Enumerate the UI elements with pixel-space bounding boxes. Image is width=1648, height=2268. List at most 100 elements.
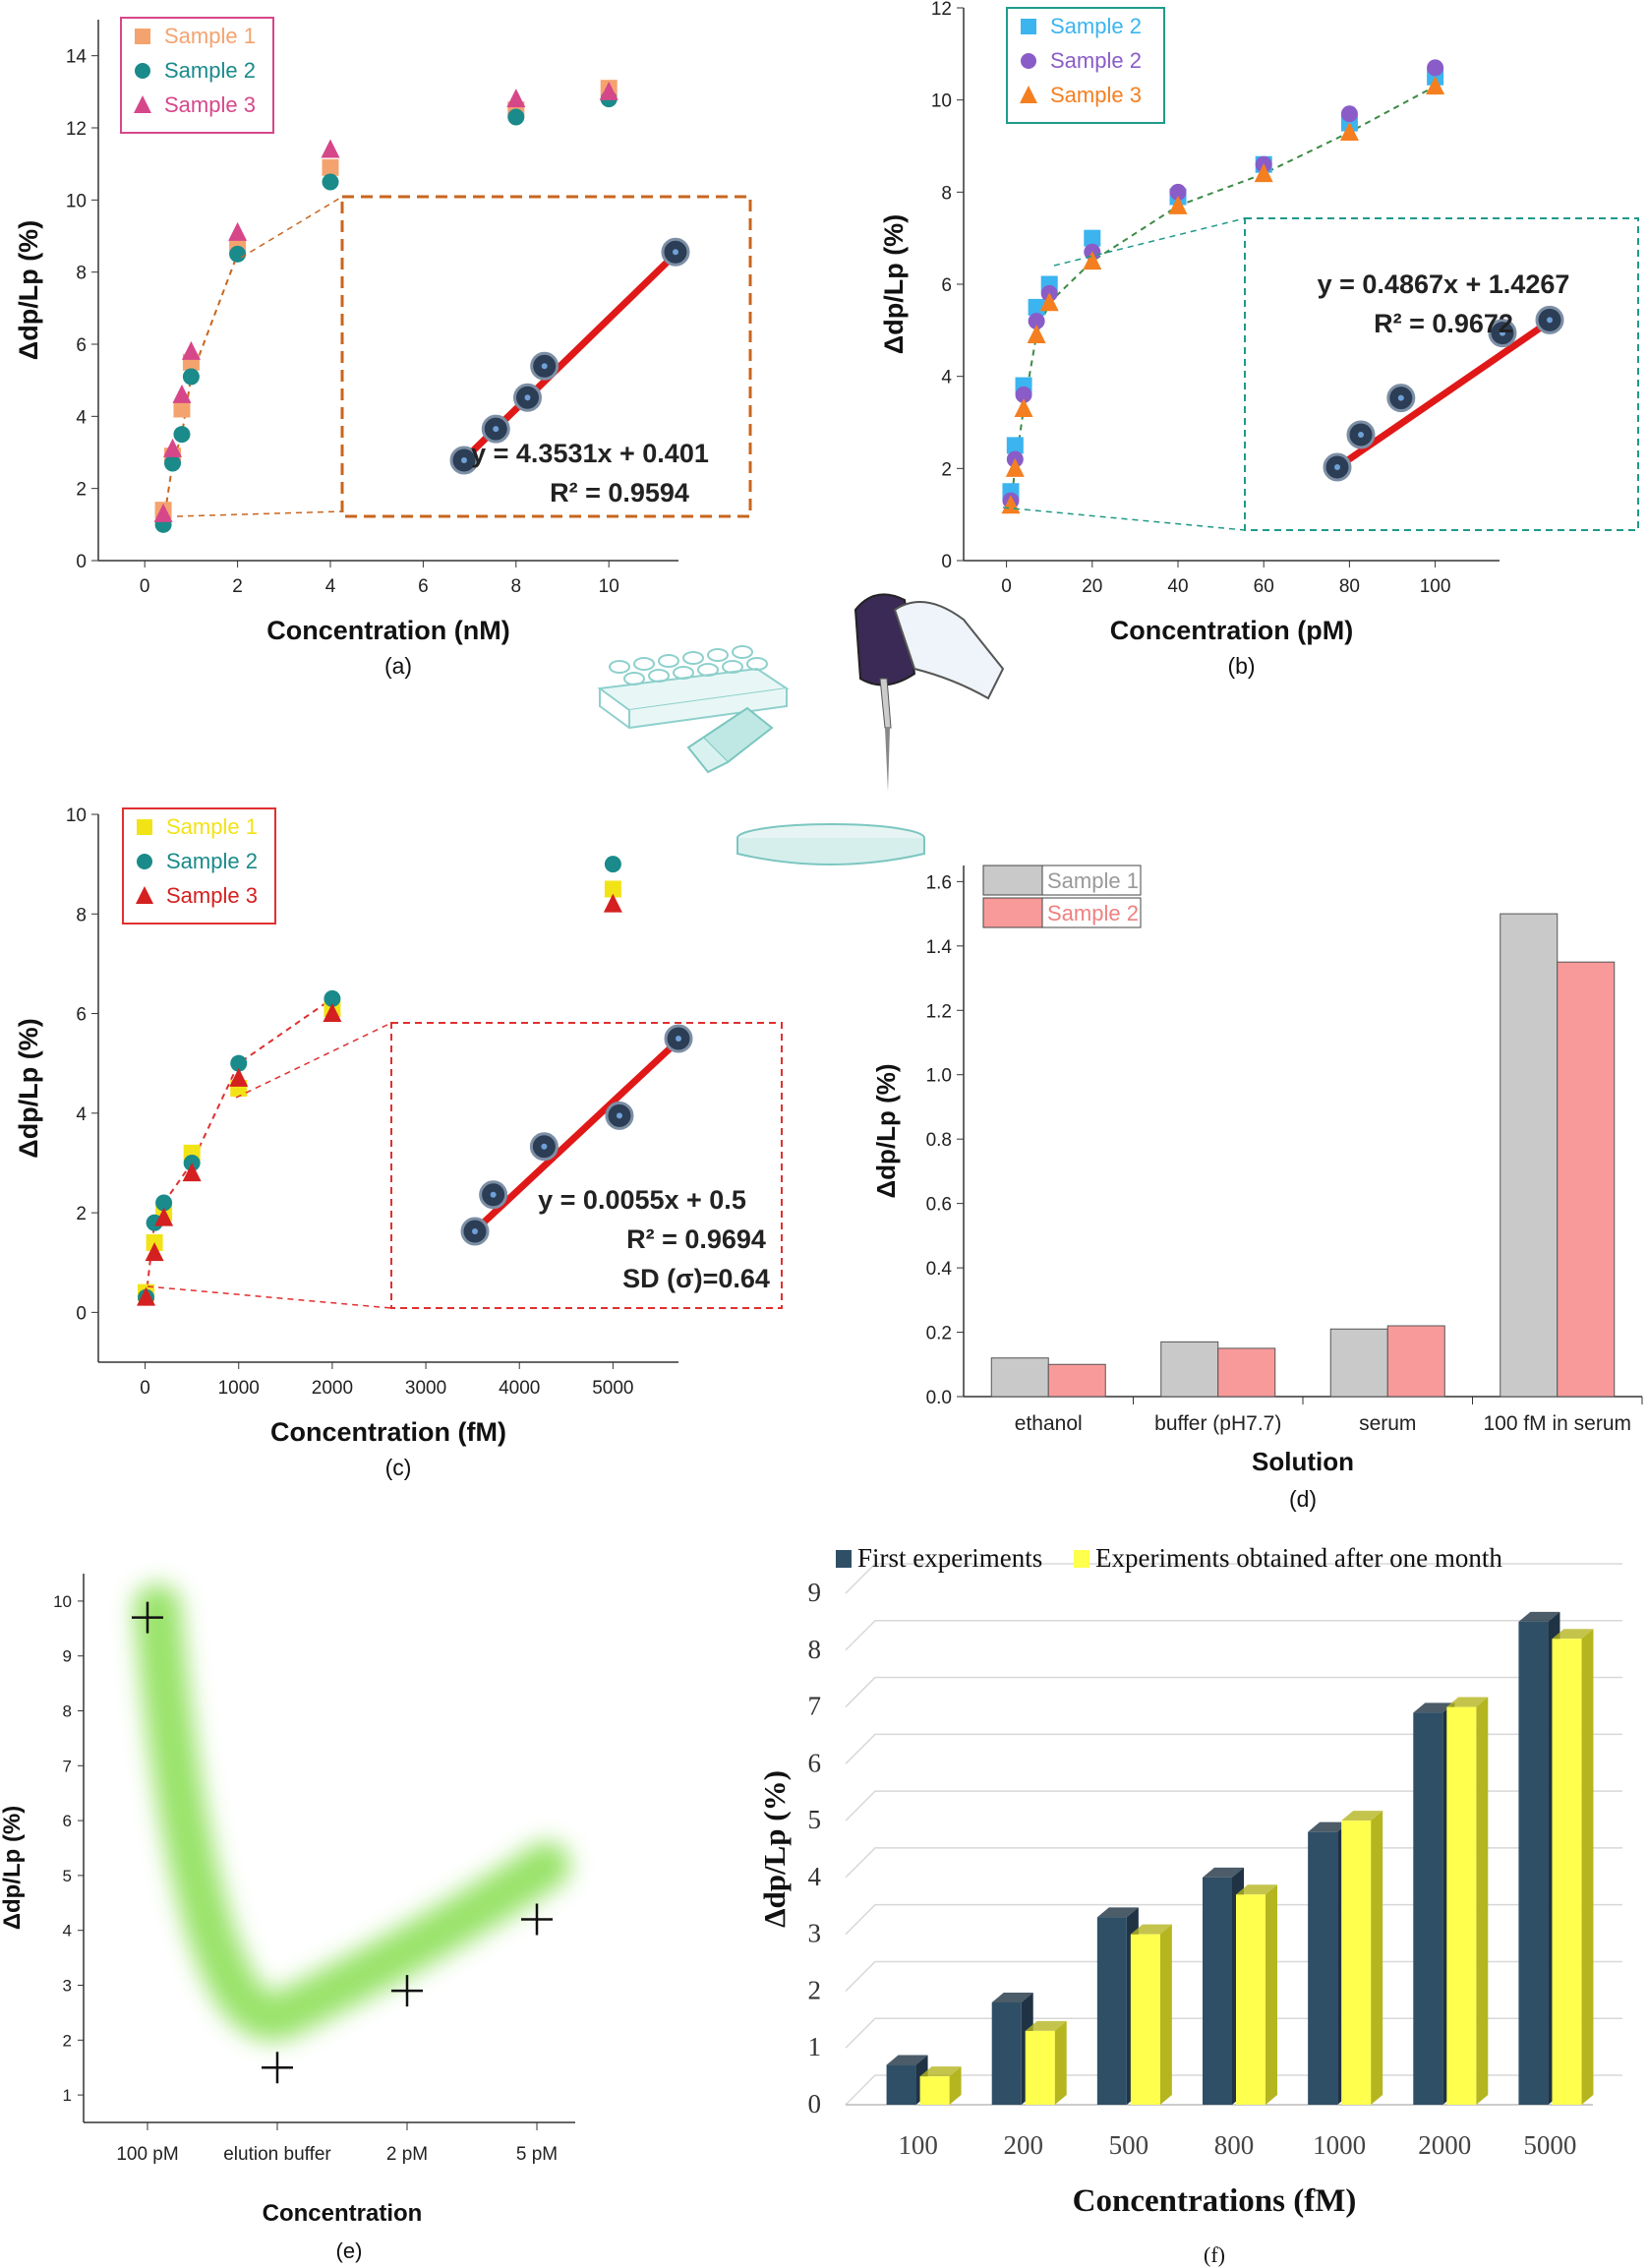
bar-2 [919, 2066, 962, 2105]
bar-front [1203, 1877, 1232, 2105]
x-tick-label: elution buffer [223, 2144, 331, 2165]
x-tick-label: 2000 [1418, 2130, 1471, 2160]
y-tick-label: 6 [63, 1812, 72, 1830]
legend-label: Experiments obtained after one month [1095, 1543, 1502, 1573]
lab-illustration [590, 580, 1023, 875]
bar-1 [990, 1357, 1049, 1398]
series-3 [153, 81, 618, 522]
x-tick-label: 0 [1001, 576, 1012, 597]
data-point [1014, 397, 1033, 417]
x-tick-label: 5 pM [516, 2144, 558, 2165]
y-tick-label: 1.0 [926, 1066, 952, 1087]
y-tick-label: 0.6 [926, 1195, 952, 1216]
legend-label: Sample 3 [164, 92, 256, 117]
data-point [599, 81, 618, 100]
x-tick-label: 6 [418, 576, 429, 597]
bar-2 [1047, 1363, 1106, 1398]
y-tick-label: 0.4 [926, 1259, 953, 1280]
x-tick-label: 5000 [1523, 2130, 1576, 2160]
gridline [845, 1563, 1622, 1594]
bar-top [886, 2055, 928, 2065]
inset-point-center [616, 1112, 622, 1119]
y-tick-label: 6 [76, 1005, 87, 1026]
x-tick-label: 8 [511, 576, 522, 597]
bar-side [1054, 2020, 1067, 2105]
x-tick-label: 500 [1109, 2130, 1149, 2160]
chart-e: 1 2 3 4 5 6 7 8 9 10 100 pM elution buffer 2 pM 5 pM C… [0, 1554, 590, 2268]
y-tick-label: 9 [63, 1647, 72, 1666]
x-tick-label: 10 [599, 576, 619, 597]
bar-side [1581, 1629, 1594, 2105]
y-tick-label: 5 [63, 1867, 72, 1885]
y-axis-title: Δdp/Lp (%) [871, 1063, 901, 1198]
x-tick-label: 200 [1003, 2130, 1043, 2160]
bar-top [1552, 1629, 1594, 1640]
y-tick-label: 0.0 [926, 1388, 952, 1408]
y-tick-label: 6 [808, 1748, 822, 1777]
y-tick-label: 4 [76, 1104, 87, 1125]
y-tick-label: 4 [808, 1862, 822, 1891]
legend-label: Sample 2 [164, 58, 256, 83]
y-tick-label: 1 [808, 2032, 822, 2061]
x-tick-label: 3000 [405, 1378, 446, 1399]
data-point [132, 1601, 163, 1634]
y-tick-label: 2 [63, 2031, 72, 2050]
data-point [604, 856, 621, 873]
bar-top [1236, 1884, 1277, 1895]
bar-front [1552, 1639, 1582, 2105]
bar-top [1203, 1867, 1244, 1878]
legend-label: Sample 2 [166, 849, 258, 873]
panel-caption: (e) [336, 2238, 363, 2263]
legend-marker [1020, 86, 1037, 103]
inset-point-center [1500, 329, 1505, 336]
chart-b: 0 2 4 6 8 10 12 0 20 40 60 80 100 Concentration (pM) (… [879, 0, 1648, 688]
legend-marker [1021, 53, 1036, 69]
legend: Sample 1 Sample 2 [982, 865, 1142, 928]
y-axis-title: Δdp/Lp (%) [14, 220, 43, 360]
gridline [845, 1620, 1622, 1651]
data-point [155, 1194, 173, 1212]
y-tick-label: 4 [63, 1922, 72, 1940]
bar-front [1341, 1820, 1372, 2105]
y-tick-label: 0 [808, 2089, 822, 2119]
data-point [163, 438, 183, 457]
data-point [182, 1163, 202, 1182]
inset: y = 0.4867x + 1.4267 R² = 0.9672 [1002, 217, 1639, 531]
data-point [603, 893, 622, 913]
gridline [845, 1790, 1622, 1821]
regression-equation: y = 0.4867x + 1.4267 [1318, 269, 1570, 299]
trend-line [145, 997, 333, 1298]
inset: y = 4.3531x + 0.401 R² = 0.9594 [176, 195, 752, 518]
y-axis-title: Δdp/Lp (%) [879, 214, 909, 354]
data-point [391, 1975, 423, 2007]
data-point [1028, 312, 1045, 329]
y-tick-label: 5 [808, 1805, 822, 1834]
legend-marker [134, 95, 151, 113]
y-tick-label: 12 [931, 0, 952, 20]
data-point [230, 1054, 248, 1072]
data-point [324, 989, 341, 1007]
inset: y = 0.0055x + 0.5 R² = 0.9694 SD (σ)=0.64 [147, 1022, 783, 1309]
y-tick-label: 9 [808, 1578, 822, 1607]
x-tick-label: 2000 [312, 1378, 353, 1399]
data-point [321, 139, 340, 158]
y-tick-label: 3 [808, 1919, 822, 1948]
bar-side [1159, 1924, 1172, 2105]
y-tick-label: 10 [66, 191, 87, 211]
data-point [1168, 195, 1188, 214]
data-point [1426, 76, 1445, 95]
inset-point-center [541, 363, 548, 370]
x-tick-label: 60 [1254, 576, 1274, 597]
y-tick-label: 1 [63, 2086, 72, 2105]
data-point [182, 368, 200, 386]
bar-front [886, 2064, 916, 2105]
trend-line [162, 253, 239, 525]
y-tick-label: 7 [808, 1692, 822, 1721]
x-tick-label: 2 pM [386, 2144, 428, 2165]
bar-front [1413, 1712, 1443, 2105]
data-point [1339, 121, 1359, 141]
data-point [1027, 325, 1046, 344]
legend-frame [1041, 865, 1142, 896]
bar-2 [1341, 1811, 1383, 2105]
bar-1 [1329, 1328, 1388, 1398]
